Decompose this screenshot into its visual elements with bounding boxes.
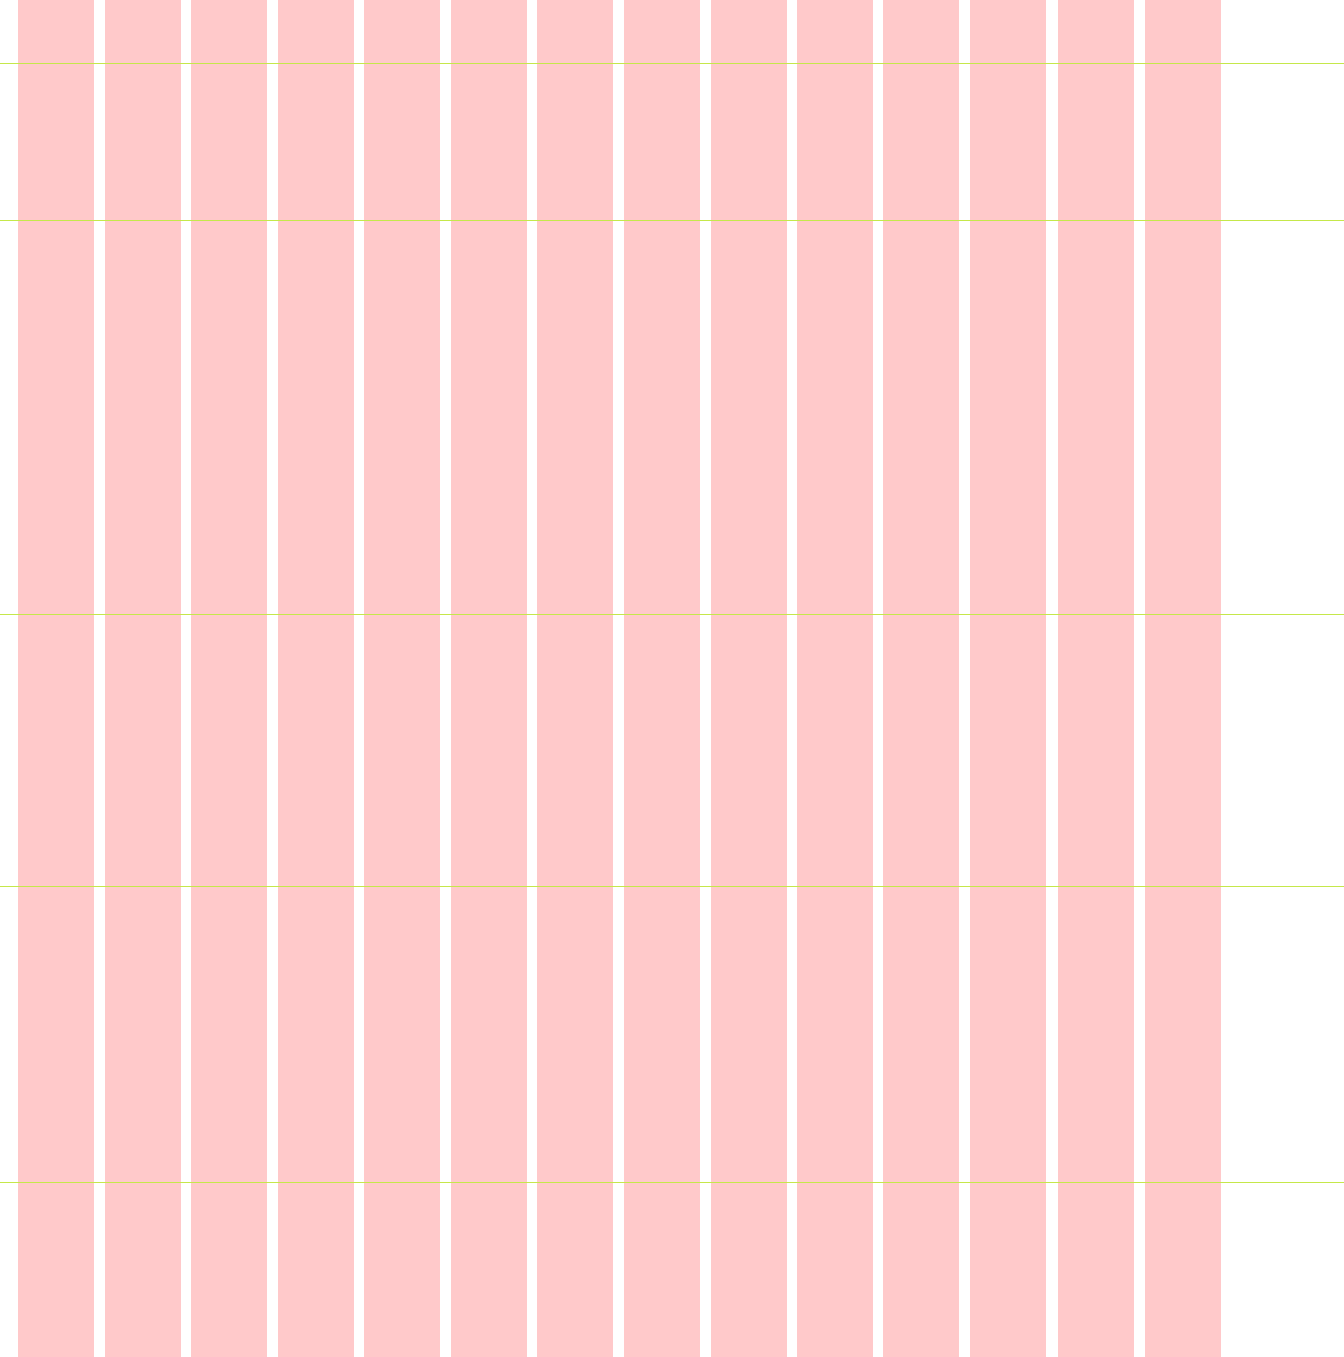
grid-column-5 — [364, 0, 440, 1357]
horizontal-guide-2 — [0, 220, 1344, 221]
grid-column-8 — [624, 0, 700, 1357]
grid-column-1 — [18, 0, 94, 1357]
horizontal-guide-3 — [0, 614, 1344, 615]
horizontal-guide-1 — [0, 63, 1344, 64]
grid-column-14 — [1145, 0, 1221, 1357]
grid-column-9 — [711, 0, 787, 1357]
horizontal-guide-4 — [0, 886, 1344, 887]
grid-column-6 — [451, 0, 527, 1357]
grid-column-7 — [537, 0, 613, 1357]
grid-column-11 — [883, 0, 959, 1357]
grid-column-13 — [1058, 0, 1134, 1357]
grid-column-4 — [278, 0, 354, 1357]
grid-column-12 — [970, 0, 1046, 1357]
horizontal-guide-5 — [0, 1182, 1344, 1183]
grid-column-2 — [105, 0, 181, 1357]
grid-column-3 — [191, 0, 267, 1357]
grid-column-10 — [797, 0, 873, 1357]
